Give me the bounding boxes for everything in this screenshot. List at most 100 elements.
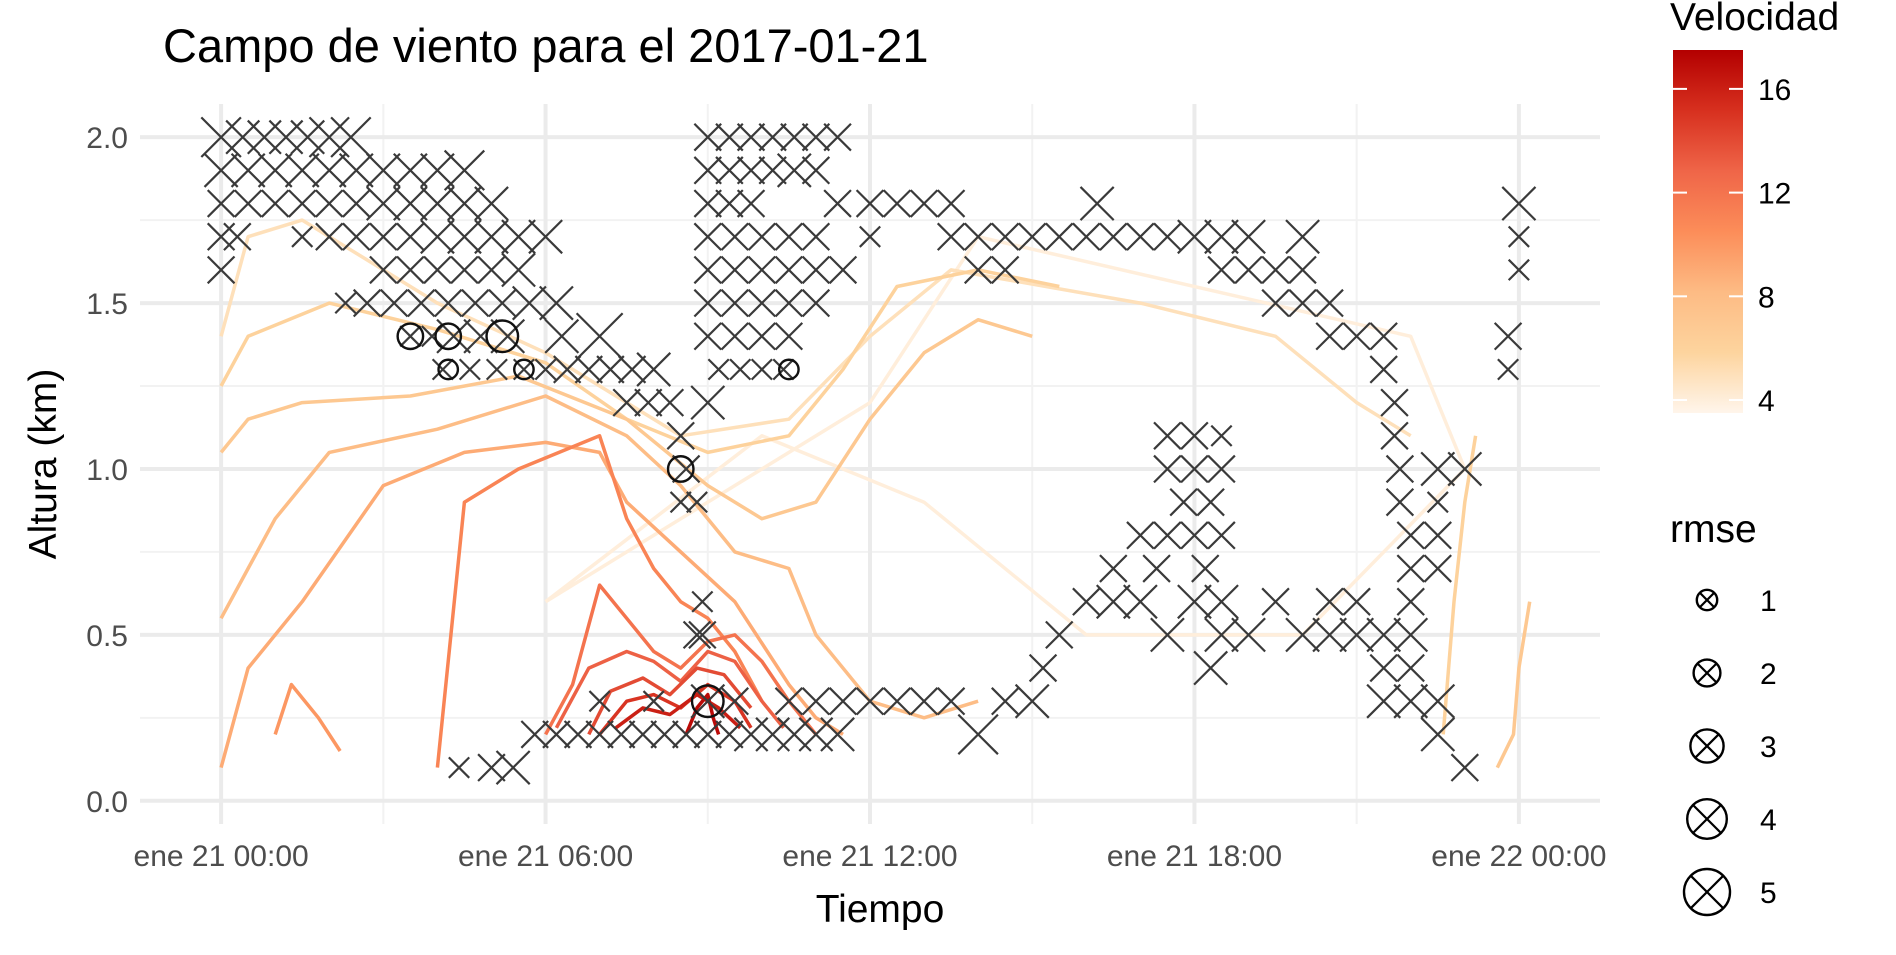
rmse-marker-stroke (200, 116, 242, 158)
rmse-marker-stroke (206, 222, 236, 251)
rmse-marker-stroke (485, 358, 508, 381)
rmse-marker (909, 189, 939, 218)
rmse-marker-stroke (1420, 683, 1456, 719)
rmse-marker (501, 252, 536, 288)
rmse-marker-stroke (909, 687, 939, 716)
rmse-marker (1288, 288, 1317, 318)
rmse-marker-stroke (308, 116, 350, 158)
rmse-marker (1339, 617, 1375, 653)
rmse-marker-stroke (758, 156, 787, 185)
x-tick-label: ene 21 06:00 (458, 840, 633, 873)
rmse-marker-stroke (1385, 454, 1415, 484)
rmse-marker (1234, 255, 1263, 285)
rmse-marker (855, 687, 885, 716)
rmse-marker-stroke (774, 322, 804, 351)
y-axis-title: Altura (km) (22, 369, 65, 560)
rmse-marker-stroke (334, 292, 357, 315)
rmse-marker (1288, 255, 1317, 285)
rmse-marker-stroke (747, 222, 777, 251)
rmse-marker (855, 189, 885, 218)
rmse-marker-stroke (1366, 617, 1402, 653)
rmse-marker (1196, 487, 1225, 517)
rmse-marker (461, 288, 490, 318)
rmse-marker-stroke (688, 620, 717, 650)
rmse-marker-stroke (1315, 288, 1344, 318)
rmse-marker (338, 152, 374, 188)
rmse-marker (477, 753, 506, 782)
rmse-marker-stroke (963, 255, 993, 285)
contour-line (219, 317, 1033, 521)
rmse-marker (315, 189, 344, 218)
rmse-marker (736, 123, 766, 152)
rmse-legend-key (1689, 728, 1725, 764)
rmse-marker-stroke (1288, 288, 1317, 318)
rmse-marker (1507, 258, 1530, 281)
rmse-marker-stroke (450, 255, 479, 285)
rmse-marker (288, 189, 317, 218)
rmse-marker (585, 720, 614, 749)
rmse-marker (291, 225, 314, 248)
rmse-marker-stroke (1207, 255, 1236, 285)
y-tick-label: 0.0 (86, 786, 128, 819)
rmse-marker (392, 186, 428, 221)
rmse-marker-stroke (774, 687, 804, 716)
rmse-marker (284, 152, 320, 188)
rmse-marker-stroke (458, 358, 481, 381)
rmse-marker (1396, 521, 1425, 550)
rmse-marker-stroke (1180, 521, 1209, 550)
rmse-marker-stroke (715, 156, 744, 185)
contour-line (219, 394, 979, 720)
rmse-marker (750, 358, 773, 381)
rmse-marker (1177, 584, 1212, 620)
rmse-marker (1169, 487, 1198, 517)
rmse-marker-stroke (715, 123, 744, 152)
rmse-marker (798, 717, 834, 752)
rmse-marker-stroke (1079, 186, 1115, 221)
rmse-marker (1285, 219, 1320, 255)
rmse-marker (474, 186, 509, 221)
rmse-marker (774, 288, 804, 318)
rmse-marker (685, 491, 708, 514)
rmse-marker-stroke (1380, 421, 1409, 450)
rmse-marker (666, 421, 695, 450)
rmse-marker (1126, 521, 1155, 550)
rmse-marker (342, 222, 371, 251)
rmse-marker-stroke (1191, 554, 1220, 583)
rmse-marker (747, 288, 777, 318)
rmse-marker (859, 225, 881, 248)
rmse-marker (206, 222, 236, 251)
rmse-marker (823, 123, 852, 152)
rmse-marker-stroke (291, 225, 314, 248)
rmse-marker (511, 285, 547, 321)
rmse-marker-stroke (1099, 554, 1128, 583)
rmse-marker-stroke (1312, 617, 1348, 653)
rmse-marker-stroke (1342, 322, 1371, 351)
rmse-marker (1126, 222, 1155, 251)
rmse-marker-stroke (747, 288, 777, 318)
rmse-marker (477, 255, 506, 285)
rmse-marker-stroke (1014, 683, 1050, 719)
rmse-marker-stroke (736, 156, 766, 185)
rmse-marker (1207, 454, 1236, 484)
rmse-marker-stroke (574, 355, 603, 384)
rmse-marker (1366, 617, 1402, 653)
rmse-legend-items: 1 2 3 4 5 (1682, 585, 1777, 917)
rmse-marker (420, 152, 455, 188)
rmse-marker-stroke (1369, 355, 1398, 384)
rmse-marker-stroke (1177, 584, 1212, 620)
rmse-circle-marker (434, 322, 463, 351)
rmse-marker-stroke (1099, 222, 1128, 251)
rmse-marker-stroke (1153, 454, 1182, 484)
rmse-marker-stroke (488, 288, 517, 318)
rmse-marker-stroke (736, 123, 766, 152)
rmse-marker (801, 156, 831, 185)
rmse-marker-stroke (1126, 521, 1155, 550)
rmse-marker (715, 189, 744, 218)
rmse-marker (1180, 454, 1209, 484)
rmse-marker-stroke (634, 388, 663, 417)
velocidad-colorbar (1673, 50, 1743, 413)
rmse-marker (1153, 421, 1182, 450)
rmse-marker-stroke (392, 152, 428, 188)
rmse-marker-stroke (1204, 219, 1239, 255)
rmse-marker (1177, 219, 1212, 255)
